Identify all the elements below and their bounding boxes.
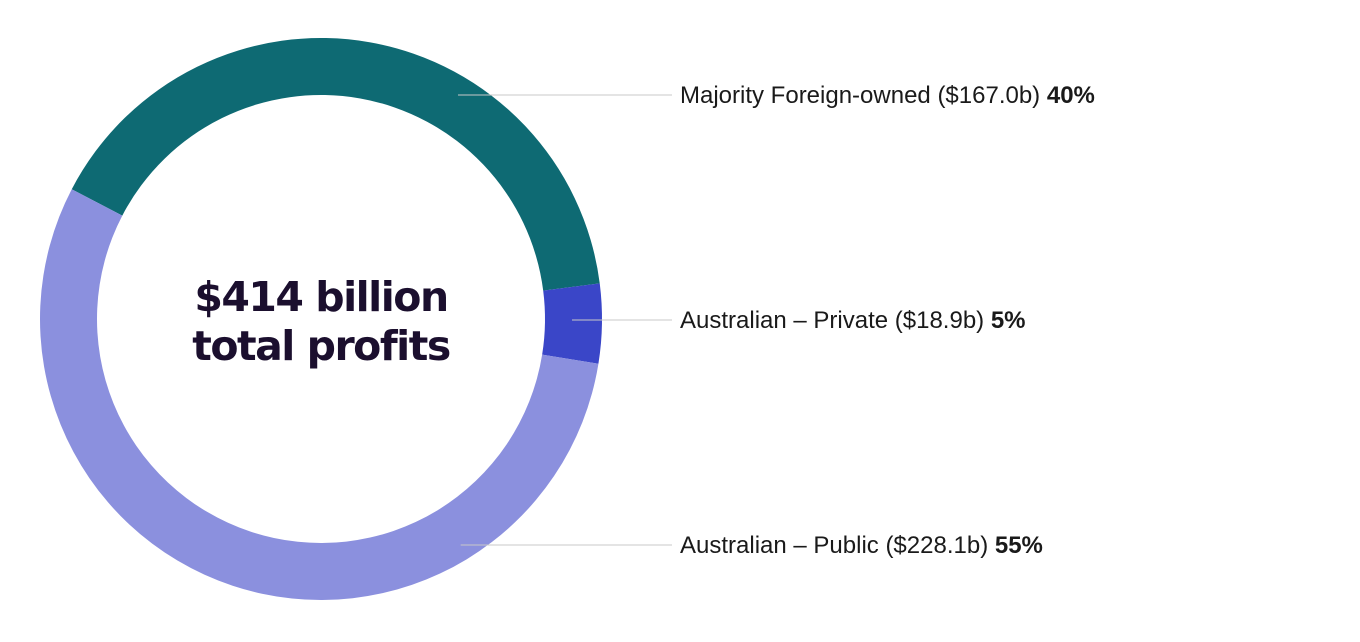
- center-title-line-2: total profits: [192, 322, 450, 370]
- donut-slice-3: [39, 189, 599, 601]
- slice-label-text-3: Australian – Public ($228.1b): [680, 532, 995, 559]
- slice-label-2: Australian – Private ($18.9b) 5%: [680, 307, 1026, 334]
- slice-labels: Majority Foreign-owned ($167.0b) 40% Aust…: [680, 82, 1095, 559]
- leader-lines: [457, 94, 672, 546]
- slice-label-1: Majority Foreign-owned ($167.0b) 40%: [680, 82, 1095, 109]
- slice-percent-3: 55%: [995, 532, 1043, 559]
- slice-label-text-2: Australian – Private ($18.9b): [680, 307, 991, 334]
- donut-slice-1: [71, 38, 600, 291]
- slice-percent-2: 5%: [991, 307, 1026, 334]
- slice-label-text-1: Majority Foreign-owned ($167.0b): [680, 82, 1047, 109]
- donut-slice-2: [542, 283, 602, 364]
- slice-percent-1: 40%: [1047, 82, 1095, 109]
- donut-slices: [39, 38, 602, 601]
- slice-label-3: Australian – Public ($228.1b) 55%: [680, 532, 1043, 559]
- center-title-line-1: $414 billion: [194, 273, 447, 321]
